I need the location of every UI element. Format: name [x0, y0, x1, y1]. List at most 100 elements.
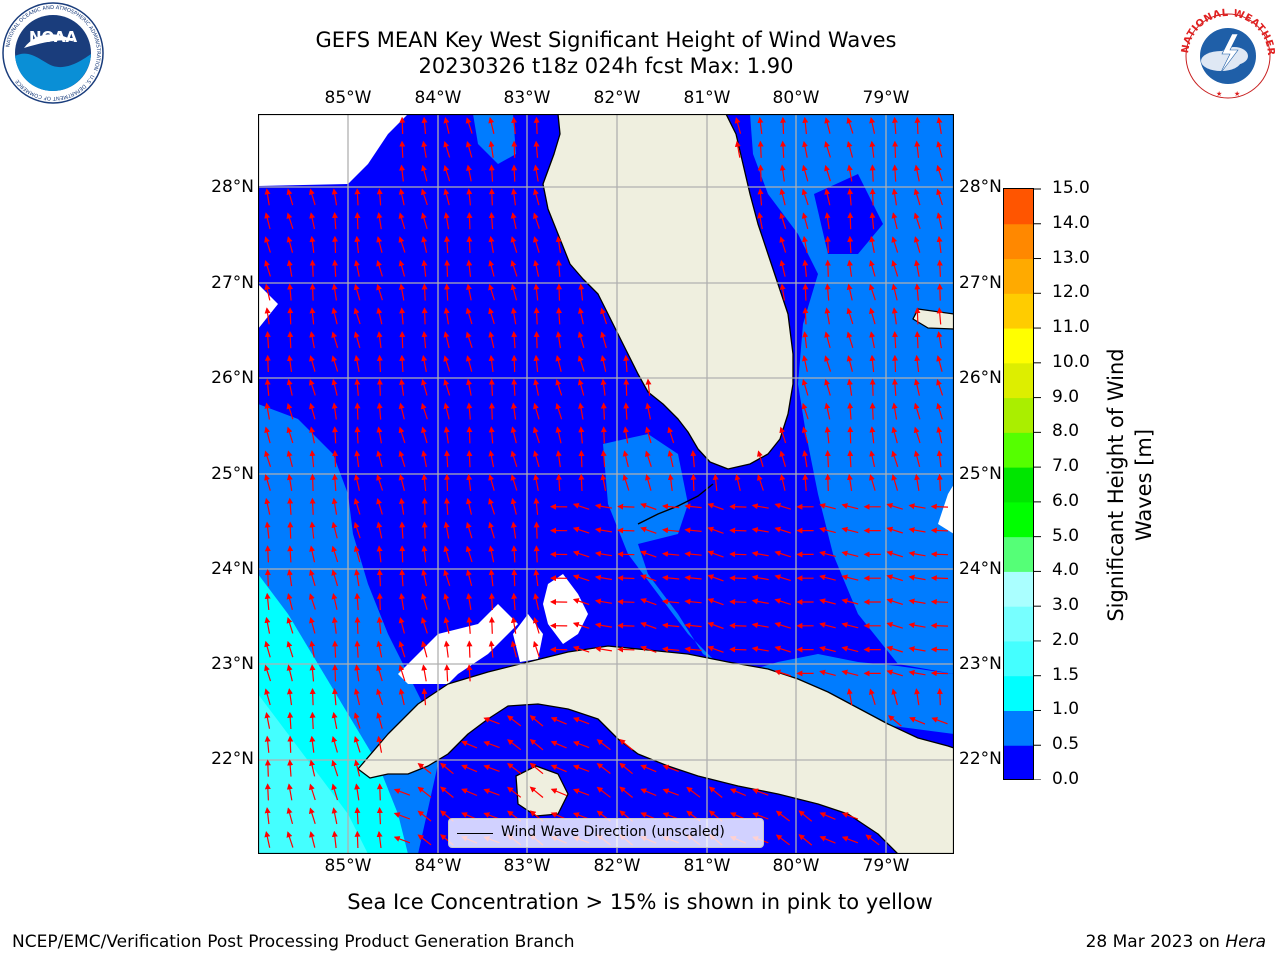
wave-direction-arrow: [891, 688, 898, 706]
wave-direction-arrow: [376, 236, 383, 253]
wave-direction-arrow: [686, 786, 701, 798]
wave-direction-arrow: [332, 235, 339, 254]
lon-tick-bottom: 81°W: [683, 856, 731, 876]
wave-direction-arrow: [936, 426, 943, 444]
wave-direction-arrow: [511, 378, 518, 396]
wave-direction-arrow: [869, 378, 876, 396]
wave-direction-arrow: [819, 669, 836, 676]
wave-direction-arrow: [354, 830, 361, 849]
wave-direction-arrow: [332, 664, 339, 682]
wave-direction-arrow: [309, 450, 316, 468]
wave-direction-arrow: [466, 212, 473, 230]
wave-direction-arrow: [507, 739, 522, 751]
colorbar-band: [1004, 432, 1034, 468]
wave-direction-arrow: [264, 236, 271, 253]
wave-direction-arrow: [892, 354, 899, 373]
wave-direction-arrow: [264, 616, 271, 634]
wave-direction-arrow: [802, 116, 809, 135]
wave-direction-arrow: [886, 621, 903, 629]
colorbar-band: [1004, 258, 1034, 294]
wave-direction-arrow: [891, 450, 899, 467]
wave-direction-arrow: [264, 426, 271, 444]
wave-direction-arrow: [309, 497, 316, 515]
wave-direction-arrow: [488, 259, 495, 277]
colorbar-tick-label: 14.0: [1052, 212, 1090, 233]
wave-direction-arrow: [707, 598, 724, 606]
wave-direction-arrow: [640, 526, 657, 534]
wave-direction-arrow: [684, 551, 702, 558]
lat-tick-right: 27°N: [959, 273, 1002, 293]
wave-direction-arrow: [309, 331, 316, 349]
wave-direction-arrow: [774, 526, 791, 534]
wave-direction-arrow: [510, 283, 518, 301]
wave-direction-arrow: [376, 283, 383, 301]
wave-direction-arrow: [421, 236, 428, 253]
wave-direction-arrow: [532, 212, 540, 229]
wave-direction-arrow: [443, 569, 451, 586]
wave-direction-arrow: [774, 550, 791, 558]
wave-direction-arrow: [354, 450, 361, 468]
wave-direction-arrow: [511, 164, 518, 182]
wave-direction-arrow: [930, 503, 949, 510]
wave-direction-arrow: [511, 140, 518, 158]
lat-tick-right: 25°N: [959, 464, 1002, 484]
wave-direction-arrow: [398, 640, 406, 658]
wave-direction-arrow: [398, 212, 406, 230]
wave-direction-arrow: [420, 593, 428, 610]
wave-direction-arrow: [421, 450, 428, 468]
wave-direction-arrow: [421, 140, 428, 158]
wave-direction-arrow: [421, 545, 428, 563]
wave-direction-arrow: [578, 283, 585, 301]
wave-direction-arrow: [529, 786, 544, 798]
wave-direction-arrow: [393, 836, 411, 844]
wave-direction-arrow: [488, 354, 495, 372]
wave-direction-arrow: [801, 402, 809, 420]
wave-direction-arrow: [332, 640, 339, 658]
colorbar-tick-label: 5.0: [1052, 525, 1080, 546]
lon-tick-bottom: 82°W: [593, 856, 641, 876]
wave-direction-arrow: [264, 759, 271, 777]
wave-direction-arrow: [801, 188, 809, 206]
lon-tick-bottom: 84°W: [414, 856, 462, 876]
wave-direction-arrow: [841, 812, 859, 820]
wave-direction-arrow: [309, 307, 316, 325]
wave-direction-arrow: [841, 526, 859, 534]
wave-direction-arrow: [466, 473, 473, 491]
wave-direction-arrow: [914, 164, 920, 182]
isle-of-youth: [515, 765, 569, 817]
wave-direction-arrow: [420, 188, 428, 206]
lat-tick-left: 22°N: [211, 749, 254, 769]
wave-direction-arrow: [891, 116, 898, 135]
wave-direction-arrow: [286, 807, 294, 825]
wave-direction-arrow: [398, 474, 405, 491]
wave-direction-arrow: [309, 759, 316, 777]
wave-direction-arrow: [751, 646, 769, 652]
wave-direction-arrow: [443, 497, 450, 515]
wave-direction-arrow: [729, 551, 747, 558]
wave-direction-arrow: [466, 164, 472, 182]
wave-direction-arrow: [865, 834, 880, 846]
wave-direction-arrow: [466, 235, 473, 254]
wave-direction-arrow: [331, 521, 338, 539]
wave-direction-arrow: [662, 551, 680, 558]
colorbar-band: [1004, 467, 1034, 503]
lat-tick-left: 23°N: [211, 654, 254, 674]
wave-direction-arrow: [331, 212, 338, 230]
wave-direction-arrow: [308, 188, 316, 206]
wave-direction-arrow: [931, 717, 948, 725]
wave-direction-arrow: [533, 164, 540, 182]
wave-direction-arrow: [483, 764, 500, 772]
wave-direction-arrow: [443, 379, 451, 396]
wave-direction-arrow: [376, 426, 383, 444]
wave-direction-arrow: [617, 551, 635, 558]
wave-direction-arrow: [287, 759, 294, 777]
wave-direction-arrow: [751, 598, 769, 605]
wave-direction-arrow: [286, 473, 293, 491]
colorbar-tick-label: 15.0: [1052, 178, 1090, 198]
wave-direction-arrow: [847, 402, 854, 420]
wave-direction-arrow: [617, 575, 635, 582]
colorbar-band: [1004, 189, 1034, 225]
wave-direction-arrow: [751, 503, 769, 510]
wave-direction-arrow: [466, 283, 472, 301]
wave-direction-arrow: [309, 735, 316, 753]
